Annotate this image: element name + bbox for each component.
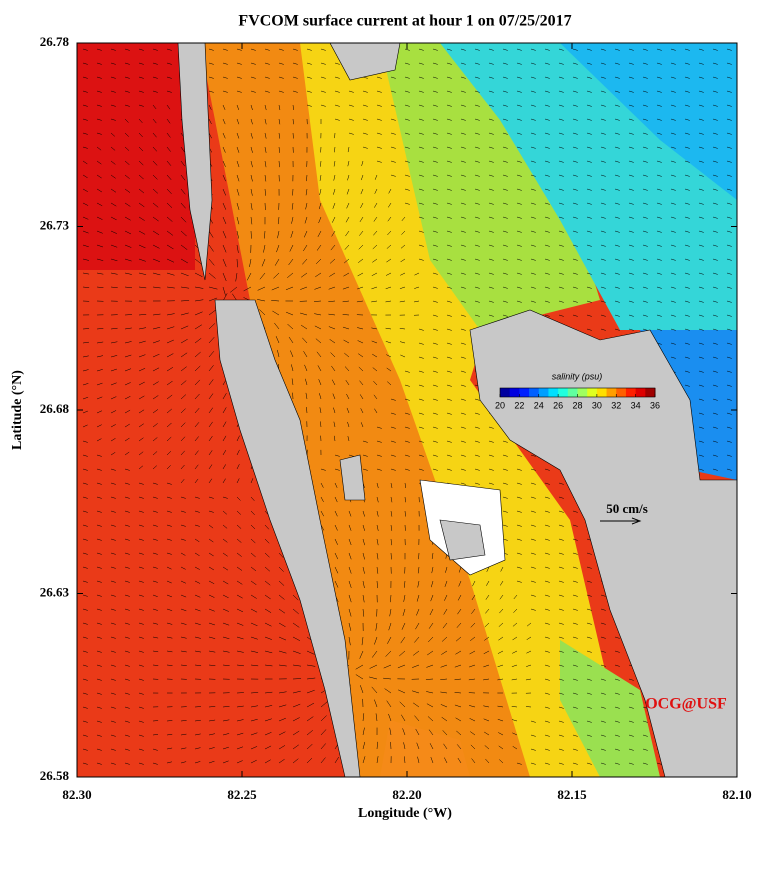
colorbar-swatch xyxy=(587,388,597,397)
colorbar-swatch xyxy=(529,388,539,397)
colorbar-swatch xyxy=(558,388,568,397)
scale-label: 50 cm/s xyxy=(606,501,648,516)
x-tick-label: 82.20 xyxy=(392,787,421,802)
y-tick-label: 26.73 xyxy=(40,217,70,232)
colorbar-swatch xyxy=(548,388,558,397)
colorbar-swatch xyxy=(636,388,646,397)
y-tick-label: 26.63 xyxy=(40,584,70,599)
credit: OCG@USF xyxy=(645,696,727,713)
colorbar-swatch xyxy=(519,388,529,397)
colorbar-swatch xyxy=(607,388,617,397)
y-axis-label: Latitude (°N) xyxy=(10,370,25,450)
chart-title: FVCOM surface current at hour 1 on 07/25… xyxy=(238,13,571,30)
x-axis-label: Longitude (°W) xyxy=(358,806,452,821)
colorbar-swatch xyxy=(597,388,607,397)
colorbar-tick-label: 34 xyxy=(631,400,641,410)
y-tick-label: 26.78 xyxy=(40,34,70,49)
x-tick-label: 82.25 xyxy=(227,787,257,802)
x-tick-label: 82.15 xyxy=(557,787,587,802)
colorbar-tick-label: 20 xyxy=(495,400,505,410)
colorbar-tick-label: 28 xyxy=(572,400,582,410)
y-tick-label: 26.58 xyxy=(40,768,70,783)
colorbar-swatch xyxy=(616,388,626,397)
x-tick-label: 82.30 xyxy=(62,787,91,802)
colorbar-swatch xyxy=(578,388,588,397)
x-tick-label: 82.10 xyxy=(722,787,751,802)
colorbar-swatch xyxy=(568,388,578,397)
colorbar-tick-label: 32 xyxy=(611,400,621,410)
colorbar-tick-label: 22 xyxy=(514,400,524,410)
colorbar-swatch xyxy=(626,388,636,397)
colorbar-swatch xyxy=(539,388,549,397)
colorbar-tick-label: 24 xyxy=(534,400,544,410)
colorbar-tick-label: 26 xyxy=(553,400,563,410)
colorbar-swatch xyxy=(510,388,520,397)
colorbar-tick-label: 36 xyxy=(650,400,660,410)
colorbar-swatch xyxy=(500,388,510,397)
colorbar-tick-label: 30 xyxy=(592,400,602,410)
y-tick-label: 26.68 xyxy=(40,401,70,416)
colorbar-label: salinity (psu) xyxy=(552,371,603,381)
colorbar-swatch xyxy=(645,388,655,397)
